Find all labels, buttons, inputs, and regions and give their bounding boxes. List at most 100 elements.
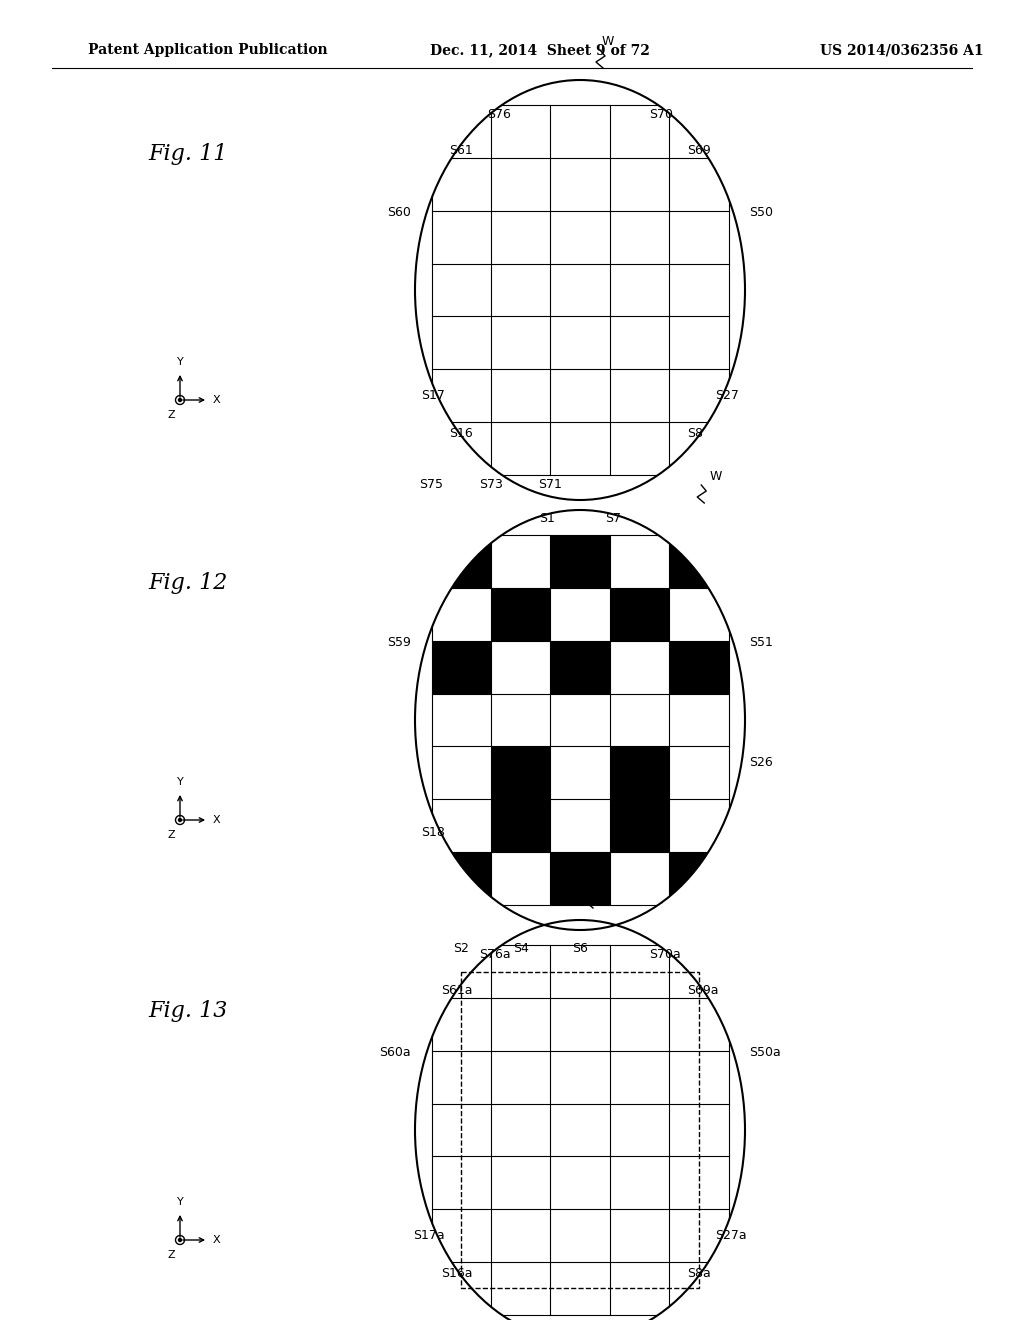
Bar <box>550 746 609 799</box>
Bar <box>490 1262 550 1315</box>
Bar <box>431 317 490 370</box>
Bar <box>431 640 490 693</box>
Text: S60: S60 <box>387 206 411 219</box>
Bar <box>431 535 490 587</box>
Bar <box>669 1262 728 1315</box>
Bar <box>490 535 550 587</box>
Bar <box>490 370 550 422</box>
Bar <box>490 422 550 475</box>
Text: X: X <box>213 1236 220 1245</box>
Bar <box>490 851 550 904</box>
Text: Z: Z <box>167 830 175 840</box>
Bar <box>609 158 669 211</box>
Bar <box>431 1209 490 1262</box>
Bar <box>490 998 550 1051</box>
Bar <box>490 640 550 693</box>
Bar <box>490 158 550 211</box>
Bar <box>609 264 669 317</box>
Text: S16: S16 <box>449 426 473 440</box>
Bar <box>550 1262 609 1315</box>
Text: W: W <box>710 470 722 483</box>
Bar <box>609 1051 669 1104</box>
Text: Fig. 13: Fig. 13 <box>148 1001 227 1022</box>
Text: S71: S71 <box>539 478 562 491</box>
Text: X: X <box>213 395 220 405</box>
Bar <box>550 640 609 693</box>
Text: S8: S8 <box>687 426 703 440</box>
Bar <box>669 799 728 851</box>
Bar <box>609 211 669 264</box>
Text: Z: Z <box>167 411 175 420</box>
Text: S51: S51 <box>749 636 773 649</box>
Text: S73: S73 <box>479 478 503 491</box>
Text: Y: Y <box>176 1197 183 1206</box>
Bar <box>669 945 728 998</box>
Bar <box>669 211 728 264</box>
Bar <box>669 1104 728 1156</box>
Bar <box>609 1156 669 1209</box>
Text: S50: S50 <box>749 206 773 219</box>
Text: Patent Application Publication: Patent Application Publication <box>88 44 328 57</box>
Bar <box>461 972 698 1288</box>
Bar <box>609 1209 669 1262</box>
Bar <box>431 1051 490 1104</box>
Text: S75: S75 <box>420 478 443 491</box>
Bar <box>490 945 550 998</box>
Text: S16a: S16a <box>441 1267 473 1280</box>
Text: US 2014/0362356 A1: US 2014/0362356 A1 <box>820 44 984 57</box>
Text: X: X <box>213 814 220 825</box>
Bar <box>490 587 550 640</box>
Text: S76: S76 <box>486 108 511 121</box>
Bar <box>490 264 550 317</box>
Bar <box>669 370 728 422</box>
Text: S61: S61 <box>449 144 473 157</box>
Text: S70a: S70a <box>649 948 681 961</box>
Text: S60a: S60a <box>379 1047 411 1060</box>
Text: W: W <box>592 875 604 888</box>
Bar <box>431 799 490 851</box>
Text: S50a: S50a <box>749 1047 780 1060</box>
Bar <box>431 693 490 746</box>
Bar <box>490 106 550 158</box>
Text: Dec. 11, 2014  Sheet 9 of 72: Dec. 11, 2014 Sheet 9 of 72 <box>430 44 650 57</box>
Text: S7: S7 <box>605 512 621 525</box>
Bar <box>669 422 728 475</box>
Bar <box>609 1104 669 1156</box>
Bar <box>490 1209 550 1262</box>
Bar <box>609 317 669 370</box>
Bar <box>669 535 728 587</box>
Bar <box>490 1156 550 1209</box>
Bar <box>669 317 728 370</box>
Bar <box>609 535 669 587</box>
Bar <box>609 746 669 799</box>
Bar <box>550 106 609 158</box>
Text: S70: S70 <box>649 108 674 121</box>
Bar <box>669 264 728 317</box>
Bar <box>550 1209 609 1262</box>
Bar <box>609 587 669 640</box>
Text: S26: S26 <box>749 756 773 770</box>
Bar <box>490 317 550 370</box>
Text: S61a: S61a <box>441 983 473 997</box>
Text: S1: S1 <box>539 512 555 525</box>
Bar <box>609 370 669 422</box>
Bar <box>550 1104 609 1156</box>
Text: S69: S69 <box>687 144 711 157</box>
Bar <box>609 693 669 746</box>
Bar <box>669 1209 728 1262</box>
Bar <box>609 998 669 1051</box>
Bar <box>431 746 490 799</box>
Bar <box>669 158 728 211</box>
Bar <box>550 1156 609 1209</box>
Bar <box>490 746 550 799</box>
Bar <box>669 587 728 640</box>
Bar <box>431 106 490 158</box>
Bar <box>431 370 490 422</box>
Bar <box>431 264 490 317</box>
Bar <box>609 851 669 904</box>
Bar <box>550 211 609 264</box>
Bar <box>550 799 609 851</box>
Bar <box>550 1051 609 1104</box>
Text: S27a: S27a <box>716 1229 746 1242</box>
Bar <box>431 998 490 1051</box>
